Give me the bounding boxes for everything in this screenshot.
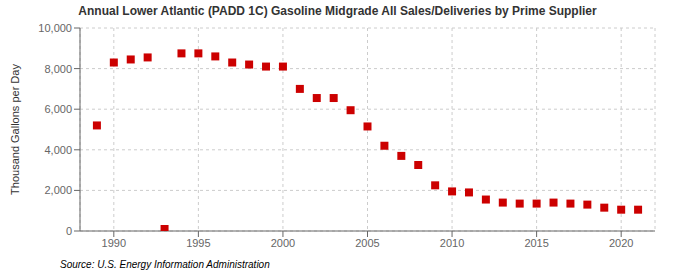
svg-text:1995: 1995: [186, 237, 210, 249]
svg-text:2000: 2000: [271, 237, 295, 249]
svg-text:8,000: 8,000: [44, 63, 72, 75]
html-text:Annual Lower Atlantic (PADD 1C: Annual Lower Atlantic (PADD 1C) Gasoline…: [78, 4, 597, 18]
svg-text:10,000: 10,000: [38, 22, 72, 34]
svg-text:2010: 2010: [440, 237, 464, 249]
svg-text:Thousand Gallons per Day: Thousand Gallons per Day: [9, 64, 21, 195]
svg-text:4,000: 4,000: [44, 144, 72, 156]
svg-text:0: 0: [66, 225, 72, 237]
svg-text:6,000: 6,000: [44, 103, 72, 115]
svg-text:2015: 2015: [524, 237, 548, 249]
svg-text:1990: 1990: [102, 237, 126, 249]
svg-text:2005: 2005: [355, 237, 379, 249]
svg-text:2,000: 2,000: [44, 184, 72, 196]
html-text:Source: U.S. Energy Informatio: Source: U.S. Energy Information Administ…: [60, 259, 270, 270]
svg-text:2020: 2020: [609, 237, 633, 249]
